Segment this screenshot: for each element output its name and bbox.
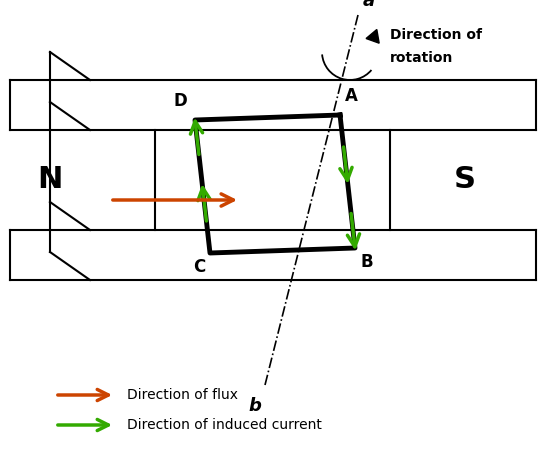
Polygon shape <box>366 29 379 43</box>
Text: Direction of: Direction of <box>390 28 482 42</box>
Text: B: B <box>360 253 372 271</box>
Text: C: C <box>193 258 205 276</box>
Text: A: A <box>345 87 358 105</box>
Text: Direction of induced current: Direction of induced current <box>127 418 322 432</box>
Text: b: b <box>248 397 262 415</box>
Text: S: S <box>454 166 476 195</box>
Text: a: a <box>363 0 375 10</box>
Text: rotation: rotation <box>390 51 453 65</box>
Text: N: N <box>37 166 63 195</box>
Text: Direction of flux: Direction of flux <box>127 388 238 402</box>
Text: D: D <box>173 92 187 110</box>
